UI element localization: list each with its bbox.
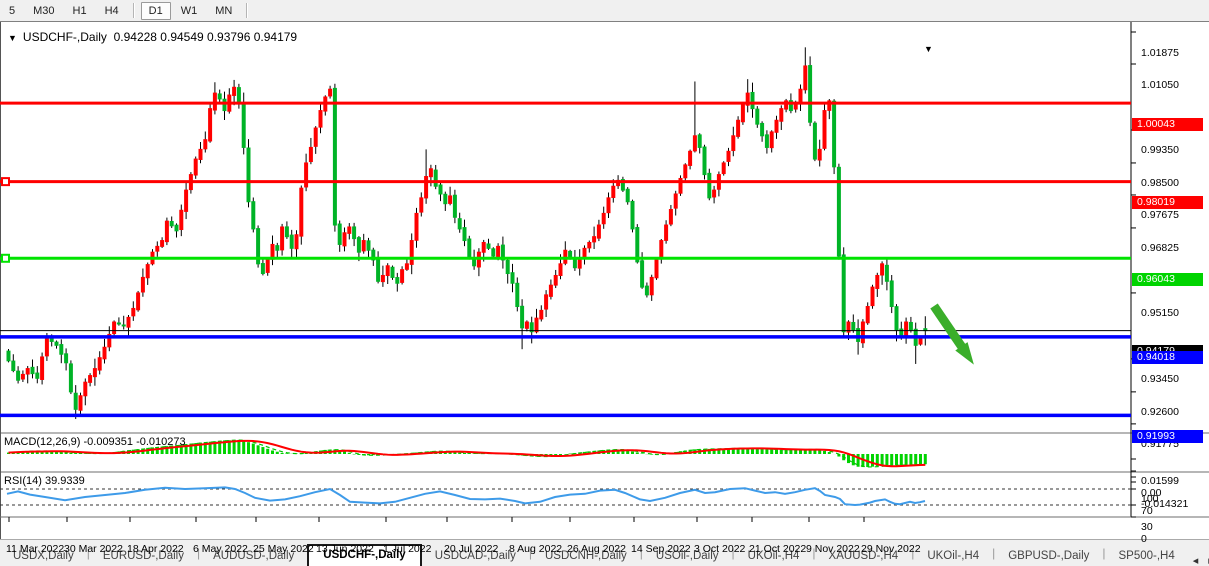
price-level-badge: 0.98019 xyxy=(1132,196,1203,210)
candlestick-chart-canvas[interactable] xyxy=(0,22,1209,540)
tab-separator: | xyxy=(911,545,915,560)
date-tick-label: 14 Sep 2022 xyxy=(631,543,691,555)
rsi-axis-label: 0 xyxy=(1141,532,1147,545)
macd-axis-label: 0.00 xyxy=(1141,486,1162,499)
chart-ohlc-values: 0.94228 0.94549 0.93796 0.94179 xyxy=(113,30,298,44)
date-tick-label: 13 Jun 2022 xyxy=(316,543,374,555)
timeframe-button-w1[interactable]: W1 xyxy=(180,4,198,17)
symbol-tab-ukoilh4[interactable]: UKOil-,H4 xyxy=(927,550,980,562)
timeframe-button-mn[interactable]: MN xyxy=(215,4,233,17)
date-tick-label: 29 Nov 2022 xyxy=(861,543,921,555)
tab-separator: | xyxy=(812,545,816,560)
timeframe-button-h4[interactable]: H4 xyxy=(104,4,119,17)
rsi-axis-label: 100 xyxy=(1141,492,1159,505)
symbol-tab-gbpusddaily[interactable]: GBPUSD-,Daily xyxy=(1008,550,1090,562)
tab-separator: | xyxy=(1102,545,1106,560)
tab-scroll-right-icon[interactable]: ▸ xyxy=(1203,554,1209,566)
symbol-tab-usdcnhdaily[interactable]: USDCNH-,Daily xyxy=(545,550,627,562)
date-tick-label: 30 Mar 2022 xyxy=(64,543,123,555)
tab-separator: | xyxy=(528,545,532,560)
price-tick-label: 0.92600 xyxy=(1141,406,1179,419)
symbol-tab-usoildaily[interactable]: USOil-,Daily xyxy=(655,550,719,562)
timeframe-button-d1[interactable]: D1 xyxy=(140,1,171,20)
symbol-tab-audusddaily[interactable]: AUDUSD-,Daily xyxy=(213,550,295,562)
price-tick-label: 0.97675 xyxy=(1141,209,1179,222)
tab-separator: | xyxy=(197,545,201,560)
price-tick-label: 0.95150 xyxy=(1141,307,1179,320)
timeframe-button-h1[interactable]: H1 xyxy=(72,4,87,17)
symbol-tab-xauusdh4[interactable]: XAUUSD-,H4 xyxy=(828,550,899,562)
price-tick-label: 0.98500 xyxy=(1141,177,1179,190)
price-tick-label: 0.93450 xyxy=(1141,373,1179,386)
chart-title: ▼ USDCHF-,Daily 0.94228 0.94549 0.93796 0… xyxy=(8,30,297,44)
toolbar-separator xyxy=(246,3,249,18)
symbol-tab-usdcaddaily[interactable]: USDCAD-,Daily xyxy=(434,550,516,562)
symbol-tab-sp500h4[interactable]: SP500-,H4 xyxy=(1118,550,1175,562)
tab-separator: | xyxy=(992,545,996,560)
chart-symbol-label: USDCHF-,Daily xyxy=(22,30,107,44)
tab-separator: | xyxy=(86,545,90,560)
date-tick-label: 11 Mar 2022 xyxy=(6,543,65,555)
chart-shift-marker-icon[interactable]: ▼ xyxy=(924,44,933,54)
date-tick-label: 1 Jul 2022 xyxy=(383,543,432,555)
date-tick-label: 25 May 2022 xyxy=(253,543,314,555)
rsi-indicator-label: RSI(14) 39.9339 xyxy=(4,475,85,487)
date-tick-label: 9 Nov 2022 xyxy=(806,543,860,555)
price-level-badge: 0.96043 xyxy=(1132,272,1203,286)
chart-dropdown-icon[interactable]: ▼ xyxy=(8,33,17,43)
price-tick-label: 1.01050 xyxy=(1141,78,1179,91)
symbol-tab-usdchfdaily[interactable]: USDCHF-,Daily xyxy=(307,544,422,566)
macd-indicator-label: MACD(12,26,9) -0.009351 -0.010273 xyxy=(4,436,186,448)
timeframe-button-m30[interactable]: M30 xyxy=(33,4,55,17)
tab-separator: | xyxy=(731,545,735,560)
date-tick-label: 26 Aug 2022 xyxy=(567,543,626,555)
macd-axis-label: 0.01599 xyxy=(1141,474,1179,487)
tab-scroll-nav: ◂▸ xyxy=(1188,554,1209,566)
symbol-tab-bar: USDX,Daily | EURUSD-,Daily | AUDUSD-,Daily US… xyxy=(0,539,1209,566)
date-tick-label: 6 May 2022 xyxy=(193,543,248,555)
rsi-axis-label: 30 xyxy=(1141,520,1153,533)
price-level-badge: 0.91993 xyxy=(1132,429,1203,443)
toolbar-separator xyxy=(132,3,135,18)
timeframe-button-5[interactable]: 5 xyxy=(9,4,16,17)
price-tick-label: 0.99350 xyxy=(1141,144,1179,157)
macd-axis-label: -0.014321 xyxy=(1141,497,1189,510)
price-level-badge: 1.00043 xyxy=(1132,117,1203,131)
price-level-badge: 0.94018 xyxy=(1132,351,1203,365)
date-tick-label: 18 Apr 2022 xyxy=(127,543,184,555)
symbol-tab-ukoilh4[interactable]: UKOil-,H4 xyxy=(747,550,800,562)
tab-scroll-left-icon[interactable]: ◂ xyxy=(1192,555,1199,566)
tab-separator: | xyxy=(639,545,643,560)
symbol-tab-usdxdaily[interactable]: USDX,Daily xyxy=(13,550,74,562)
date-tick-label: 21 Oct 2022 xyxy=(749,543,807,555)
chart-window[interactable]: ▼ USDCHF-,Daily 0.94228 0.94549 0.93796 0… xyxy=(0,21,1209,555)
date-tick-label: 8 Aug 2022 xyxy=(509,543,563,555)
rsi-axis-label: 70 xyxy=(1141,504,1153,517)
price-tick-label: 1.01875 xyxy=(1141,46,1179,59)
date-tick-label: 3 Oct 2022 xyxy=(694,543,746,555)
price-tick-label: 0.96825 xyxy=(1141,242,1179,255)
down-arrow-annotation xyxy=(930,303,970,356)
date-tick-label: 20 Jul 2022 xyxy=(444,543,499,555)
symbol-tab-eurusddaily[interactable]: EURUSD-,Daily xyxy=(102,550,184,562)
timeframe-toolbar: 5 M30 H1 H4 D1 W1 MN xyxy=(0,0,1209,22)
